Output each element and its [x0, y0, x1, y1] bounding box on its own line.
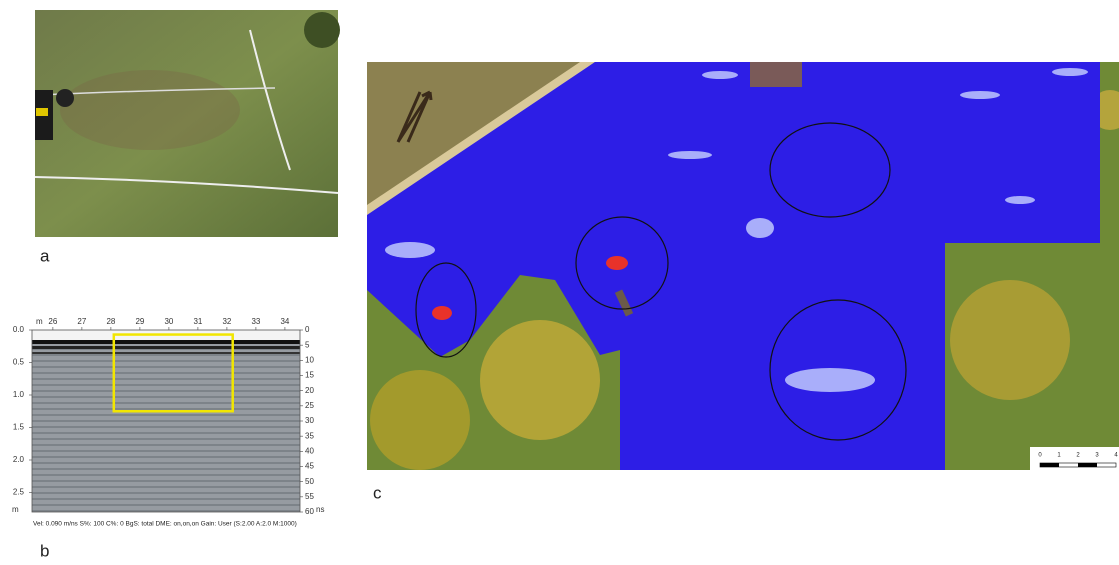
- x-tick-label: 34: [280, 317, 289, 326]
- y2-tick-label: 30: [305, 416, 314, 425]
- x-tick-label: 32: [222, 317, 231, 326]
- y2-tick-label: 50: [305, 477, 314, 486]
- y2-tick-label: 55: [305, 492, 314, 501]
- y-tick-label: 0.5: [13, 358, 25, 367]
- y2-tick-label: 15: [305, 371, 314, 380]
- x-tick-label: 28: [106, 317, 115, 326]
- x-tick-label: 26: [48, 317, 57, 326]
- y2-tick-label: 5: [305, 340, 310, 349]
- highlight-box: [112, 333, 234, 413]
- y-tick-label: 2.0: [13, 455, 25, 464]
- y2-tick-label: 35: [305, 431, 314, 440]
- photo-a: [34, 10, 340, 237]
- scale-bar-label: 2: [1076, 453, 1080, 459]
- map-c: [367, 62, 1119, 470]
- x-tick-label: 27: [77, 317, 86, 326]
- y2-tick-label: 20: [305, 386, 314, 395]
- scale-bar-label: 0: [1038, 453, 1042, 459]
- y-tick-label: 0.0: [13, 325, 25, 334]
- scale-bar-label: 3: [1095, 453, 1099, 459]
- radargram: [31, 329, 301, 513]
- y-tick-label: 1.0: [13, 390, 25, 399]
- panel-label: a: [40, 246, 50, 265]
- panel-label: c: [373, 483, 382, 502]
- axis-unit: ns: [316, 505, 324, 514]
- axis-unit: m: [36, 317, 43, 326]
- x-tick-label: 30: [164, 317, 173, 326]
- scale-bar-label: 4: [1114, 453, 1118, 459]
- y2-tick-label: 45: [305, 462, 314, 471]
- x-tick-label: 29: [135, 317, 144, 326]
- y-tick-label: 1.5: [13, 423, 25, 432]
- y2-tick-label: 10: [305, 355, 314, 364]
- axis-unit: m: [12, 505, 19, 514]
- radargram-footer: Vel: 0.090 m/ns S%: 100 C%: 0 BgS: total…: [33, 521, 297, 528]
- scale-bar-label: 1: [1057, 453, 1061, 459]
- y2-tick-label: 0: [305, 325, 310, 334]
- y2-tick-label: 40: [305, 446, 314, 455]
- y-tick-label: 2.5: [13, 488, 25, 497]
- panel-label: b: [40, 541, 49, 560]
- x-tick-label: 31: [193, 317, 202, 326]
- y2-tick-label: 25: [305, 401, 314, 410]
- y2-tick-label: 60: [305, 507, 314, 516]
- x-tick-label: 33: [251, 317, 260, 326]
